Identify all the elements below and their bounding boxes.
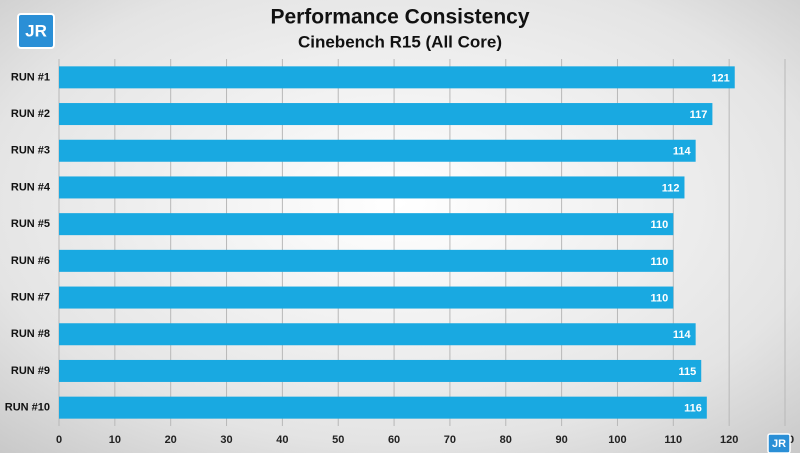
- x-tick-label: 70: [444, 434, 456, 446]
- value-label: 110: [651, 219, 669, 231]
- x-tick-label: 80: [500, 434, 512, 446]
- y-tick-label: RUN #8: [11, 328, 50, 340]
- logo: JR: [17, 13, 55, 49]
- value-label: 115: [678, 366, 696, 378]
- plot: 0102030405060708090100110120130RUN #1121…: [5, 66, 794, 446]
- x-tick-label: 40: [276, 434, 288, 446]
- value-label: 121: [711, 72, 729, 84]
- logo-box: [17, 13, 55, 49]
- x-tick-label: 120: [720, 434, 738, 446]
- x-tick-label: 20: [165, 434, 177, 446]
- logo: JR: [767, 433, 791, 453]
- value-label: 112: [662, 182, 680, 194]
- bar: [59, 139, 696, 162]
- value-label: 116: [684, 403, 702, 415]
- y-tick-label: RUN #3: [11, 145, 50, 157]
- x-tick-label: 100: [608, 434, 626, 446]
- value-label: 110: [651, 256, 669, 268]
- x-tick-label: 90: [555, 434, 567, 446]
- x-tick-label: 110: [664, 434, 682, 446]
- bar: [59, 323, 696, 346]
- bar: [59, 249, 674, 272]
- y-tick-label: RUN #9: [11, 365, 50, 377]
- bar: [59, 286, 674, 309]
- logo-box: [767, 433, 791, 453]
- bar: [59, 103, 713, 126]
- bar: [59, 396, 707, 419]
- value-label: 114: [673, 329, 692, 341]
- bar: [59, 213, 674, 236]
- value-label: 114: [673, 146, 692, 158]
- y-tick-label: RUN #5: [11, 218, 50, 230]
- y-tick-label: RUN #4: [11, 181, 51, 193]
- chart-title: Performance Consistency: [270, 6, 529, 29]
- y-tick-label: RUN #2: [11, 108, 50, 120]
- bar: [59, 66, 735, 89]
- chart-subtitle: Cinebench R15 (All Core): [298, 32, 502, 51]
- x-tick-label: 30: [220, 434, 232, 446]
- logo-text: JR: [25, 21, 47, 40]
- y-tick-label: RUN #7: [11, 291, 50, 303]
- x-tick-label: 60: [388, 434, 400, 446]
- bar: [59, 359, 702, 382]
- bar: [59, 176, 685, 199]
- y-tick-label: RUN #6: [11, 255, 50, 267]
- x-tick-label: 0: [56, 434, 62, 446]
- value-label: 117: [690, 109, 708, 121]
- y-tick-label: RUN #1: [11, 71, 50, 83]
- x-tick-label: 50: [332, 434, 344, 446]
- logo-text: JR: [772, 438, 786, 450]
- x-tick-label: 10: [109, 434, 121, 446]
- y-tick-label: RUN #10: [5, 402, 50, 414]
- value-label: 110: [651, 292, 669, 304]
